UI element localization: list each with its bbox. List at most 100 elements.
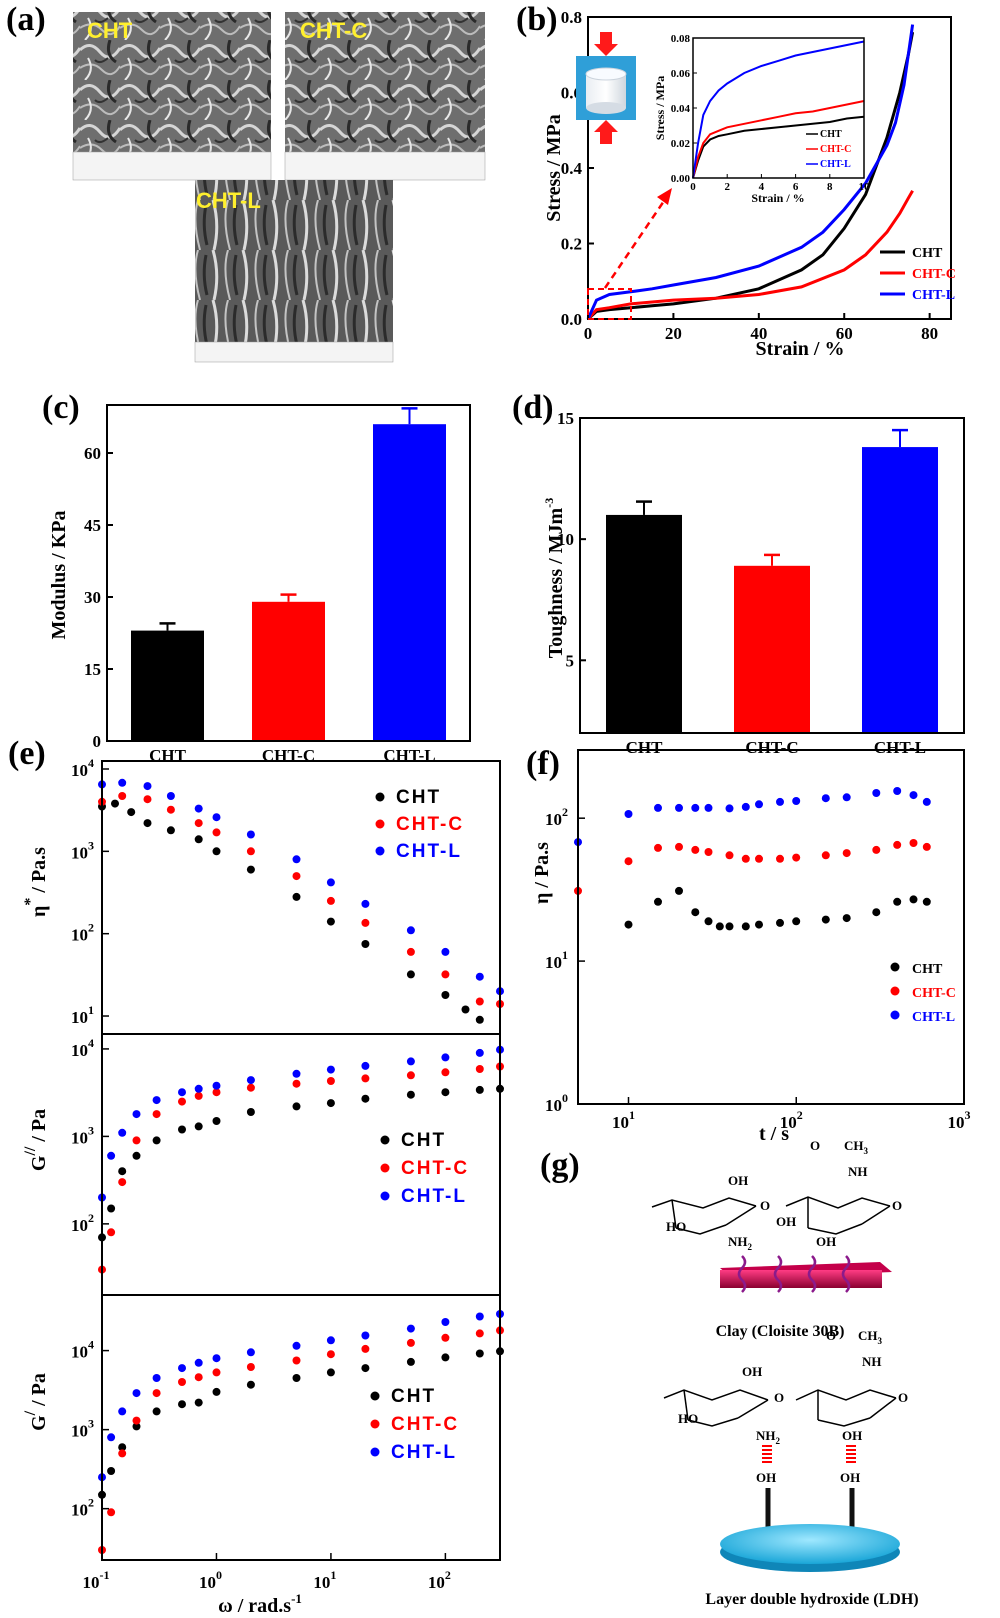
rheology-point-cht [406,1357,415,1366]
rheology-point-cht-l [292,855,301,864]
rheology-point-cht-c [132,1136,141,1145]
stress-strain-legend: CHT CHT-C CHT-L [880,246,956,303]
rheology-point-cht-c [212,828,221,837]
rheology-point-cht-c [194,1373,203,1382]
rheology-legend-label: CHT-L [396,841,462,862]
chart-toughness: 5 10 15 CHT CHT-C CHT-L Toughness / MJm-3 [542,409,965,757]
rheology-subplot-frame [101,1294,501,1561]
inset-line-cht [692,115,865,179]
rheology-point-cht-l [132,1389,141,1398]
eta-ylabel-sup: * [22,898,39,906]
rheology-point-cht-c [406,1338,415,1347]
rheology-xtick-label: 100 [199,1568,222,1592]
chem-o-2: O [810,1138,820,1153]
viscosity-point-cht-l [624,810,633,818]
rheology-point-cht-l [178,1364,186,1373]
rheology-point-cht-l [194,1358,203,1367]
rheology-point-cht [107,1467,116,1475]
viscosity-point-cht-l [704,803,713,812]
rheology-point-cht-l [292,1341,301,1350]
chem-oh-2: OH [776,1214,796,1229]
modulus-category-label: CHT-C [262,746,315,765]
inset-legend-cht: CHT [820,129,842,140]
stress-strain-ytick-label: 0.8 [561,8,582,27]
viscosity-ytick-exp: 0 [562,1091,568,1105]
rheology-legend-marker [375,792,385,802]
viscosity-point-cht [821,915,830,924]
viscosity-point-cht [922,897,931,906]
rheology-point-cht-l [246,1076,255,1085]
chem-oh-4: OH [742,1364,762,1379]
viscosity-ytick-label: 100 [545,1091,568,1115]
modulus-ylabel: Modulus / KPa [48,511,70,640]
chem-oh-5: OH [842,1428,862,1443]
rheology-point-cht-c [361,1074,370,1083]
chem-ch3-1-sub: 3 [864,1146,869,1156]
rheology-legend-marker [380,1191,390,1201]
viscosity-point-cht [654,897,662,906]
stress-strain-ytick-label: 0.4 [561,159,583,178]
stress-strain-series [586,24,915,321]
rheology-ytick-base: 10 [71,843,88,862]
inset-xtick-label: 8 [827,181,833,193]
viscosity-point-cht-l [893,787,902,795]
viscosity-xtick-base: 10 [948,1113,965,1132]
rheology-content: 101102103104CHTCHT-CCHT-L102103104CHTCHT… [71,756,504,1592]
viscosity-point-cht-c [755,854,763,863]
sem-image-cht-c: CHT-C [284,12,486,181]
rheology-point-cht-c [326,896,335,905]
stress-strain-line-cht-c [586,189,914,321]
rheology-point-cht-c [152,1110,161,1119]
rheology-point-cht-c [178,1378,186,1386]
modulus-ytick-label: 15 [84,660,101,679]
g1-ylabel-sup: / [22,1410,39,1416]
stress-strain-ytick-label: 0.0 [561,310,582,329]
toughness-category-label: CHT-C [745,738,798,757]
viscosity-xtick-base: 10 [612,1113,629,1132]
rheology-point-cht-c [143,795,152,804]
rheology-ytick-label: 104 [71,756,94,780]
viscosity-point-cht [842,914,851,923]
viscosity-point-cht-c [821,851,830,860]
chem-nh2-1-sub: 2 [748,1242,753,1252]
stress-strain-xtick-label: 60 [836,324,853,343]
rheology-point-cht-l [361,1061,370,1070]
viscosity-point-cht-l [821,794,830,803]
rheology-point-cht-c [152,1389,161,1398]
rheology-point-cht-c [166,805,175,814]
rheology-ytick-base: 10 [71,1501,88,1520]
rheology-point-cht [441,1088,450,1097]
rheology-ytick-base: 10 [71,926,88,945]
rheology-ytick-exp: 3 [88,838,94,852]
rheology-ytick-label: 102 [71,921,94,945]
rheology-legend-marker [370,1447,380,1457]
rheology-ytick-exp: 2 [88,1496,94,1510]
rheology-point-cht-l [152,1096,161,1105]
inset-line-cht-l [692,40,865,179]
rheology-point-cht [292,892,301,901]
sem-image-cht: CHT [72,12,272,181]
rheology-point-cht-l [166,792,175,800]
chem-ch3-2: CH3 [858,1328,883,1346]
viscosity-point-cht [675,886,683,895]
rheology-point-cht-l [132,1110,141,1119]
rheology-point-cht-l [107,1151,116,1160]
rheology-point-cht [361,940,370,948]
viscosity-point-cht [725,922,734,931]
viscosity-point-cht-l [909,791,918,800]
sem-label-cht-c: CHT-C [300,18,367,43]
rheology-point-cht [194,1398,203,1407]
inset-axes-frame [692,37,865,179]
rheology-ytick-base: 10 [71,1343,88,1362]
rheology-point-cht-l [326,878,335,887]
inset-ytick-label: 0.00 [671,173,691,185]
viscosity-point-cht-l [872,789,881,797]
rheology-ytick-exp: 1 [88,1003,94,1017]
rheology-point-cht-c [406,947,415,956]
rheology-ytick-base: 10 [71,1128,88,1147]
rheology-point-cht-l [143,782,152,791]
rheology-legend-label: CHT-L [401,1186,467,1207]
chem-nh-1: NH [848,1164,868,1179]
